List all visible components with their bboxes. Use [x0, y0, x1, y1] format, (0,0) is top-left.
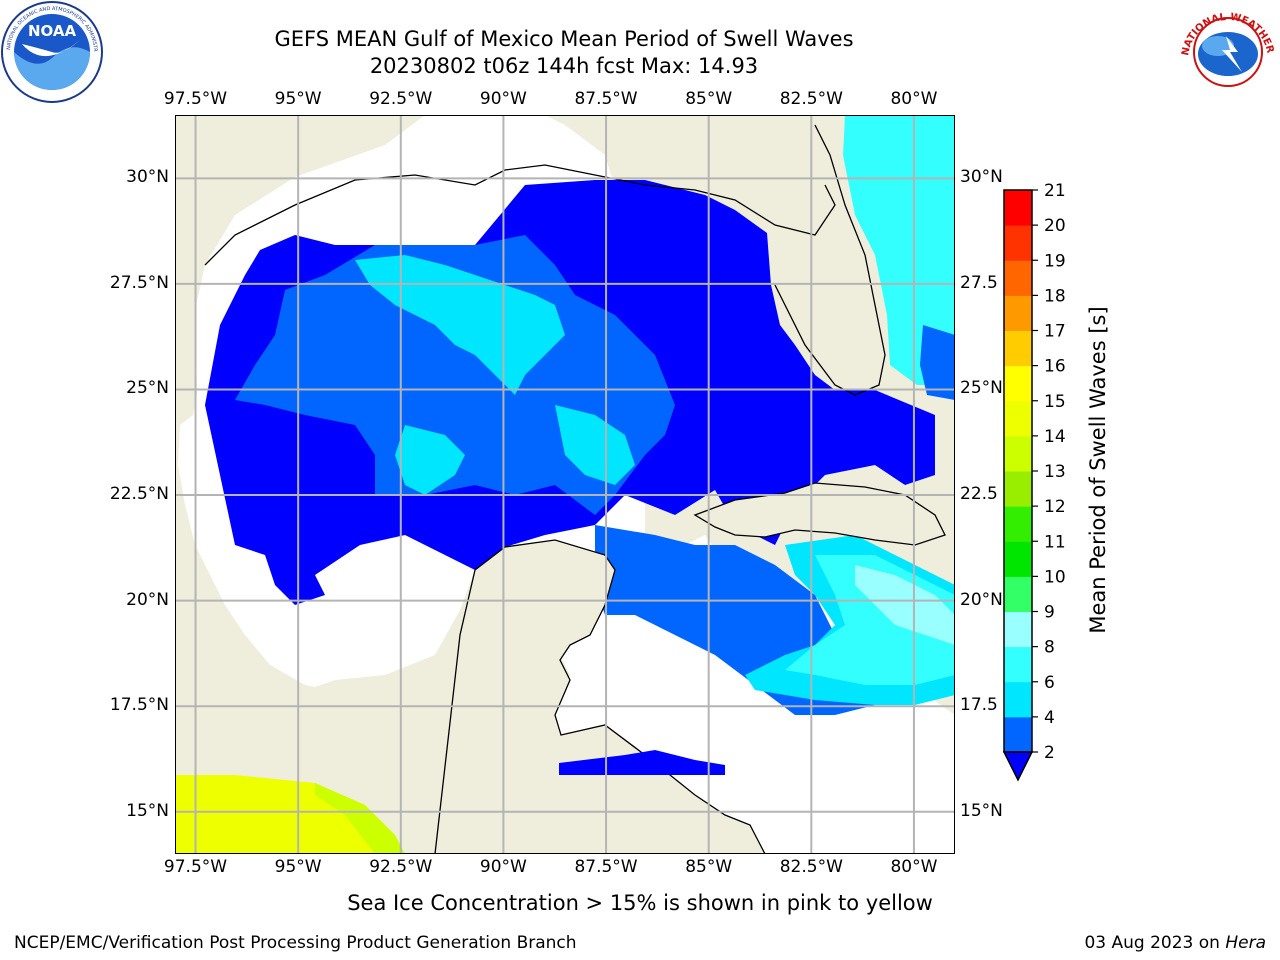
- lat-tick-right: 15°N: [960, 800, 1003, 821]
- colorbar-swatch: [1004, 295, 1032, 331]
- lon-tick-bottom: 90°W: [479, 857, 527, 877]
- lat-tick-left: 15°N: [126, 800, 169, 821]
- footer-date: 03 Aug 2023 on Hera: [1084, 933, 1266, 953]
- colorbar-extend-arrow: [1002, 751, 1034, 782]
- lat-tick-left: 20°N: [126, 589, 169, 610]
- sea-ice-note: Sea Ice Concentration > 15% is shown in …: [347, 891, 933, 915]
- lat-lon-grid: [175, 115, 955, 854]
- colorbar-tick-label: 13: [1044, 462, 1066, 482]
- colorbar-swatch: [1004, 225, 1032, 261]
- map-title: GEFS MEAN Gulf of Mexico Mean Period of …: [274, 27, 854, 51]
- colorbar-tick-label: 15: [1044, 392, 1066, 412]
- colorbar-tick-label: 14: [1044, 427, 1066, 447]
- atlantic-water: [843, 115, 955, 385]
- lon-tick-bottom: 92.5°W: [369, 857, 433, 877]
- lat-tick-left: 27.5°N: [109, 272, 169, 293]
- lat-tick-left: 22.5°N: [109, 484, 169, 505]
- map-subtitle-forecast: 20230802 t06z 144h fcst Max: 14.93: [369, 54, 759, 78]
- lat-tick-right: 30°N: [960, 167, 1003, 188]
- colorbar-tick-label: 16: [1044, 357, 1066, 377]
- lon-tick-bottom: 82.5°W: [779, 857, 843, 877]
- lon-tick-bottom: 97.5°W: [163, 857, 228, 877]
- lat-tick-right: 20°N: [960, 589, 1003, 610]
- colorbar-tick-label: 9: [1044, 603, 1055, 623]
- gulf-north-coast: [204, 164, 836, 266]
- colorbar-swatch: [1004, 365, 1032, 402]
- colorbar-tick-label: 19: [1044, 251, 1066, 271]
- colorbar-swatch: [1004, 190, 1032, 226]
- colorbar-tick-label: 4: [1044, 708, 1055, 728]
- footer-date-text: 03 Aug 2023 on: [1084, 933, 1220, 953]
- colorbar-swatch: [1004, 681, 1032, 718]
- colorbar-swatch: [1004, 435, 1032, 472]
- colorbar-swatch: [1004, 576, 1032, 612]
- colorbar-tick-label: 11: [1044, 532, 1066, 552]
- sea-ice-region-edge: [315, 783, 405, 854]
- colorbar-tick-label: 2: [1044, 743, 1055, 763]
- lat-tick-right: 25°N: [960, 378, 1003, 399]
- colorbar-swatch: [1004, 541, 1032, 577]
- colorbar-tick-label: 12: [1044, 497, 1066, 517]
- lon-tick-top: 90°W: [479, 89, 527, 109]
- swell-band-caribbean-8-9: [855, 565, 955, 645]
- colorbar-tick-label: 21: [1044, 181, 1066, 201]
- colorbar-swatch: [1004, 330, 1032, 367]
- lat-tick-left: 17.5°N: [109, 695, 169, 716]
- footer-host: Hera: [1225, 933, 1266, 953]
- colorbar-swatch: [1004, 471, 1032, 507]
- lon-tick-top: 80°W: [890, 89, 938, 109]
- colorbar: 2 4 6 8 9 10 11 12 13 14 15 16 17 18 19 20 21: [1002, 181, 1066, 782]
- cuba-island: [693, 482, 946, 546]
- colorbar-tick-label: 10: [1044, 567, 1066, 587]
- colorbar-tick-label: 20: [1044, 216, 1066, 236]
- lat-tick-left: 30°N: [126, 167, 169, 188]
- lon-tick-top: 95°W: [274, 89, 322, 109]
- florida-coast: [774, 124, 886, 396]
- colorbar-tick-label: 17: [1044, 322, 1066, 342]
- colorbar-swatch: [1004, 646, 1032, 683]
- lon-tick-top: 87.5°W: [574, 89, 638, 109]
- lon-tick-top: 97.5°W: [163, 89, 228, 109]
- lat-tick-right: 22.5: [960, 484, 998, 505]
- colorbar-swatch: [1004, 611, 1032, 648]
- gulf-of-mexico-map: [175, 115, 955, 854]
- lon-tick-top: 82.5°W: [779, 89, 843, 109]
- lat-tick-left: 25°N: [126, 378, 169, 399]
- footer-credit: NCEP/EMC/Verification Post Processing Pr…: [14, 933, 577, 953]
- atlantic-water-edge: [920, 325, 955, 400]
- lon-tick-bottom: 95°W: [274, 857, 322, 877]
- caribbean-strip: [559, 750, 725, 775]
- swell-band-4-6-c: [555, 405, 635, 485]
- colorbar-tick-label: 8: [1044, 638, 1055, 658]
- svg-text:NOAA: NOAA: [28, 22, 77, 40]
- colorbar-swatch: [1004, 260, 1032, 296]
- lat-tick-right: 17.5: [960, 695, 998, 716]
- colorbar-tick-label: 6: [1044, 673, 1055, 693]
- colorbar-swatch: [1004, 506, 1032, 542]
- lon-tick-bottom: 85°W: [685, 857, 733, 877]
- colorbar-label: Mean Period of Swell Waves [s]: [1086, 306, 1110, 634]
- lon-tick-bottom: 80°W: [890, 857, 938, 877]
- sea-ice-region: [175, 775, 405, 854]
- noaa-logo-icon: NOAA NATIONAL OCEANIC AND ATMOSPHERIC AD…: [0, 0, 103, 103]
- colorbar-tick-label: 18: [1044, 286, 1066, 306]
- lon-tick-bottom: 87.5°W: [574, 857, 638, 877]
- lat-tick-right: 27.5: [960, 272, 998, 293]
- swell-band-4-6: [355, 255, 565, 395]
- colorbar-swatch: [1004, 400, 1032, 437]
- lon-tick-top: 85°W: [685, 89, 733, 109]
- nws-logo-icon: NATIONAL WEATHER SERVICE: [1176, 0, 1276, 100]
- colorbar-swatch: [1004, 716, 1032, 753]
- lon-tick-top: 92.5°W: [369, 89, 433, 109]
- swell-band-4-6-b: [395, 425, 465, 495]
